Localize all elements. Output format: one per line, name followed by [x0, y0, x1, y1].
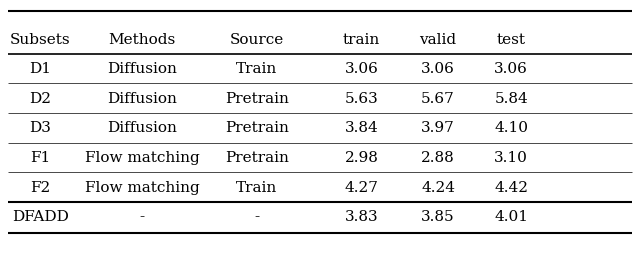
Text: 3.84: 3.84 [345, 121, 378, 135]
Text: Methods: Methods [108, 33, 175, 47]
Text: 4.42: 4.42 [494, 181, 528, 195]
Text: D2: D2 [29, 92, 51, 106]
Text: 3.06: 3.06 [421, 62, 455, 76]
Text: D3: D3 [29, 121, 51, 135]
Text: 4.24: 4.24 [421, 181, 455, 195]
Text: Train: Train [236, 181, 277, 195]
Text: test: test [497, 33, 526, 47]
Text: 3.85: 3.85 [421, 210, 455, 224]
Text: F1: F1 [30, 151, 51, 165]
Text: 5.63: 5.63 [345, 92, 378, 106]
Text: 4.27: 4.27 [345, 181, 379, 195]
Text: 3.06: 3.06 [494, 62, 528, 76]
Text: Diffusion: Diffusion [107, 62, 177, 76]
Text: 3.10: 3.10 [494, 151, 528, 165]
Text: Train: Train [236, 62, 277, 76]
Text: valid: valid [419, 33, 456, 47]
Text: -: - [254, 210, 259, 224]
Text: 3.06: 3.06 [345, 62, 379, 76]
Text: Diffusion: Diffusion [107, 92, 177, 106]
Text: 3.83: 3.83 [345, 210, 378, 224]
Text: F2: F2 [30, 181, 51, 195]
Text: Diffusion: Diffusion [107, 121, 177, 135]
Text: 4.10: 4.10 [494, 121, 528, 135]
Text: Flow matching: Flow matching [84, 181, 200, 195]
Text: train: train [343, 33, 380, 47]
Text: Pretrain: Pretrain [225, 92, 289, 106]
Text: 3.97: 3.97 [421, 121, 455, 135]
Text: 2.98: 2.98 [345, 151, 379, 165]
Text: DFADD: DFADD [12, 210, 68, 224]
Text: 5.67: 5.67 [421, 92, 455, 106]
Text: -: - [140, 210, 145, 224]
Text: Source: Source [230, 33, 284, 47]
Text: D1: D1 [29, 62, 51, 76]
Text: Subsets: Subsets [10, 33, 70, 47]
Text: 5.84: 5.84 [495, 92, 528, 106]
Text: 2.88: 2.88 [421, 151, 455, 165]
Text: 4.01: 4.01 [494, 210, 528, 224]
Text: Pretrain: Pretrain [225, 121, 289, 135]
Text: Pretrain: Pretrain [225, 151, 289, 165]
Text: Flow matching: Flow matching [84, 151, 200, 165]
